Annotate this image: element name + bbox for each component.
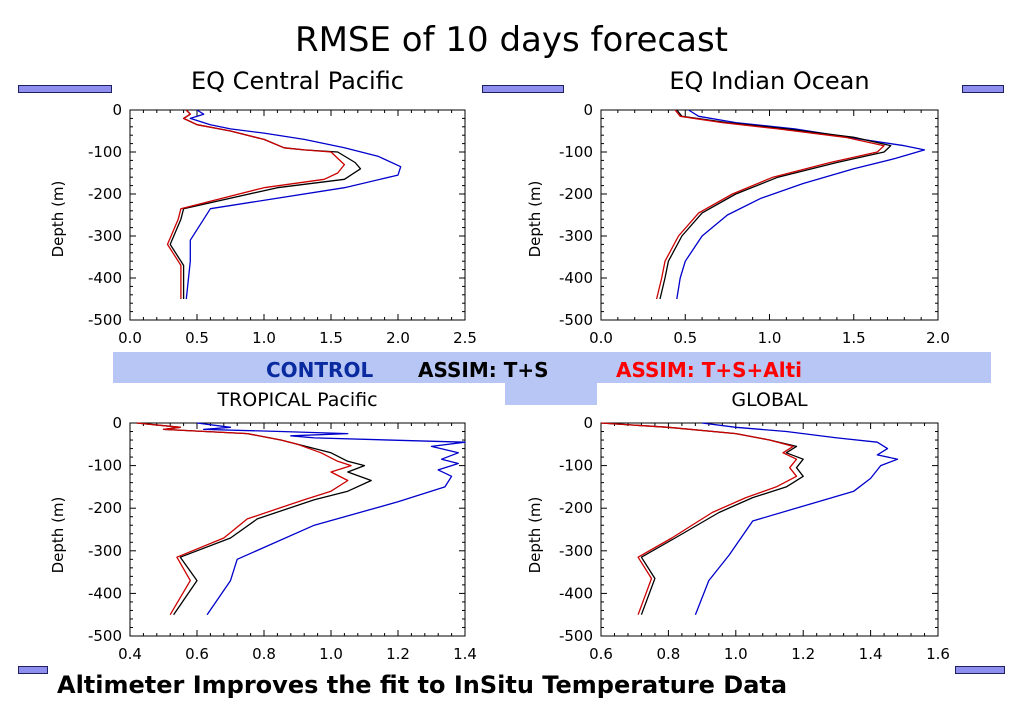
x-tick-label: 0.8 [656,645,680,663]
x-tick-label: 0.0 [589,329,613,347]
y-tick-label: 0 [112,101,122,119]
x-tick-label: 1.5 [842,329,866,347]
y-tick-label: -500 [88,311,122,329]
y-tick-label: -200 [88,499,122,517]
legend-assim-alti: ASSIM: T+S+Alti [616,358,803,382]
y-tick-label: -400 [88,269,122,287]
y-tick-label: -300 [559,542,593,560]
x-tick-label: 1.5 [319,329,343,347]
y-tick-label: -300 [88,227,122,245]
y-tick-label: 0 [583,101,593,119]
series-line-assim-t-s-alti [655,109,885,300]
x-tick-label: 1.0 [758,329,782,347]
plot-frame [129,422,466,637]
legend-control: CONTROL [266,358,374,382]
x-tick-label: 1.0 [252,329,276,347]
page-title: RMSE of 10 days forecast [294,20,729,60]
x-tick-label: 1.2 [386,645,410,663]
y-tick-label: -100 [559,457,593,475]
series-line-assim-t-s [659,109,892,300]
decor-bar [955,666,1005,674]
legend-assim-ts: ASSIM: T+S [418,358,549,382]
decor-bar [18,85,112,93]
y-tick-label: -200 [559,185,593,203]
x-tick-label: 0.6 [185,645,209,663]
x-tick-label: 2.0 [926,329,950,347]
y-tick-label: 0 [583,414,593,432]
legend-bar [113,352,991,383]
y-tick-label: -400 [559,584,593,602]
y-tick-label: -300 [88,542,122,560]
series-line-assim-t-s-alti [136,422,352,616]
x-tick-label: 0.8 [252,645,276,663]
x-tick-label: 1.6 [926,645,950,663]
y-tick-label: -200 [559,499,593,517]
x-tick-label: 0.4 [118,645,142,663]
series-line-control [676,109,926,300]
panel-title: EQ Central Pacific [191,67,404,95]
decor-bar [962,85,1004,93]
x-tick-label: 1.0 [319,645,343,663]
x-tick-label: 1.2 [791,645,815,663]
panel-title: EQ Indian Ocean [669,67,870,95]
y-tick-label: -500 [559,311,593,329]
y-tick-label: -100 [559,143,593,161]
panel-title: GLOBAL [731,389,808,411]
x-tick-label: 2.0 [386,329,410,347]
y-tick-label: 0 [112,414,122,432]
plot-frame [600,422,939,637]
footer-caption: Altimeter Improves the fit to InSitu Tem… [57,671,788,699]
series-line-control [694,422,899,615]
y-tick-label: -500 [88,627,122,645]
series-line-control [185,109,402,300]
x-tick-label: 1.0 [724,645,748,663]
plot-frame [129,109,466,321]
y-tick-label: -500 [559,627,593,645]
y-tick-label: -400 [88,584,122,602]
x-tick-label: 1.4 [453,645,477,663]
y-tick-label: -100 [88,457,122,475]
decor-bar [482,85,564,93]
series-line-assim-t-s-alti [600,422,798,615]
y-tick-label: -400 [559,269,593,287]
x-tick-label: 1.4 [859,645,883,663]
series-line-control [196,422,466,616]
x-tick-label: 0.5 [185,329,209,347]
decor-bar [18,666,48,674]
x-tick-label: 2.5 [453,329,477,347]
x-tick-label: 0.5 [673,329,697,347]
x-tick-label: 0.6 [589,645,613,663]
y-tick-label: -300 [559,227,593,245]
y-tick-label: -100 [88,143,122,161]
y-tick-label: -200 [88,185,122,203]
series-line-assim-t-s-alti [166,109,346,299]
panel-title: TROPICAL Pacific [217,389,378,411]
legend-tab [505,383,597,405]
x-tick-label: 0.0 [118,329,142,347]
